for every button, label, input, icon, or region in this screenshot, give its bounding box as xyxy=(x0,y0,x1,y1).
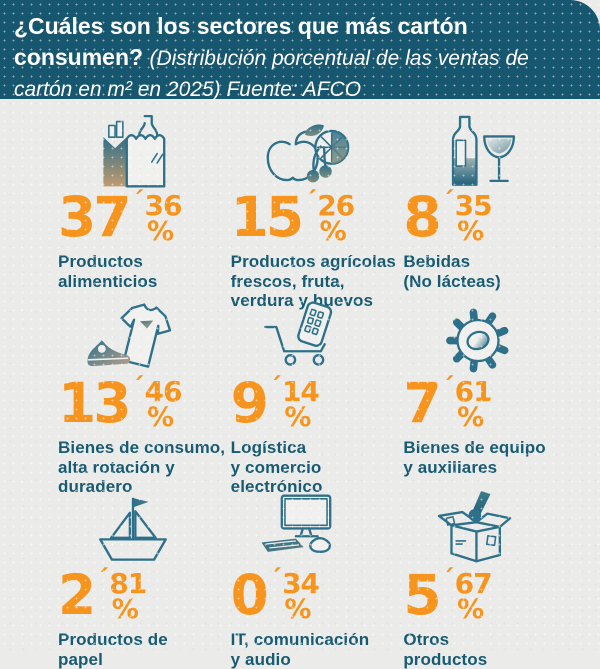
percentage-value: 0 ´ 34 % xyxy=(230,563,320,627)
tshirt-sneaker-icon xyxy=(87,303,172,368)
sector-label: Productos de papel xyxy=(58,630,168,669)
cardboard-box-icon xyxy=(438,491,512,563)
percentage-value: 13 ´ 46 % xyxy=(58,371,183,435)
sector-label: IT, comunicación y audio xyxy=(230,630,370,669)
sector-label: Otros productos xyxy=(403,630,488,669)
gear-icon xyxy=(446,308,509,373)
sector-card-otros-productos: 5 ´ 67 % Otros productos xyxy=(403,491,576,669)
percent-sign: % xyxy=(147,402,175,434)
percent-sign: % xyxy=(284,402,312,434)
sector-card-it-comunicacion: 0 ´ 34 % IT, comunicación y audio xyxy=(231,491,404,669)
percentage-value: 2 ´ 81 % xyxy=(58,563,147,627)
percent-sign: % xyxy=(147,216,175,248)
paper-boat-icon xyxy=(99,497,167,561)
sector-label: Productos alimenticios xyxy=(58,252,158,291)
percent-sign: % xyxy=(457,594,485,626)
grocery-bag-icon xyxy=(103,114,166,188)
percent-sign: % xyxy=(457,216,485,248)
sector-label: Logística y comercio electrónico xyxy=(230,438,323,496)
percentage-value: 8 ´ 35 % xyxy=(403,185,492,249)
percent-sign: % xyxy=(457,402,485,434)
percentage-value: 7 ´ 61 % xyxy=(403,371,492,435)
percentage-value: 9 ´ 14 % xyxy=(230,371,320,435)
sector-card-bienes-equipo: 7 ´ 61 % Bienes de equipo y auxiliares xyxy=(403,299,576,491)
sector-card-logistica: 9 ´ 14 % Logística y comercio electrónico xyxy=(230,299,404,496)
sector-card-productos-papel: 2 ´ 81 % Productos de papel xyxy=(58,491,231,669)
sector-card-bienes-consumo: 13 ´ 46 % Bienes de consumo, alta rotació… xyxy=(58,299,231,496)
sector-card-productos-alimenticios: 37 ´ 36 % Productos alimenticios xyxy=(58,113,231,299)
percent-sign: % xyxy=(319,216,347,248)
infographic-header: ¿Cuáles son los sectores que más cartón … xyxy=(0,0,600,101)
cart-phone-icon xyxy=(263,301,332,366)
sector-card-productos-agricolas: 15 ´ 26 % Productos agrícolas frescos, fr… xyxy=(230,113,404,310)
sector-grid: 37 ´ 36 % Productos alimenticios xyxy=(0,99,600,669)
percentage-value: 37 ´ 36 % xyxy=(58,185,183,249)
percentage-value: 5 ´ 67 % xyxy=(403,563,492,627)
percent-sign: % xyxy=(111,594,139,626)
sector-label: Bienes de consumo, alta rotación y durad… xyxy=(58,438,226,496)
percentage-value: 15 ´ 26 % xyxy=(230,185,356,249)
drinks-icon xyxy=(452,115,516,186)
percent-sign: % xyxy=(284,594,312,626)
computer-icon xyxy=(261,494,332,554)
sector-label: Bienes de equipo y auxiliares xyxy=(403,438,546,477)
sector-card-bebidas: 8 ´ 35 % Bebidas (No lácteas) xyxy=(403,113,576,299)
header-text: ¿Cuáles son los sectores que más cartón … xyxy=(14,11,582,104)
sector-label: Bebidas (No lácteas) xyxy=(403,252,501,291)
fruits-icon xyxy=(266,124,349,183)
